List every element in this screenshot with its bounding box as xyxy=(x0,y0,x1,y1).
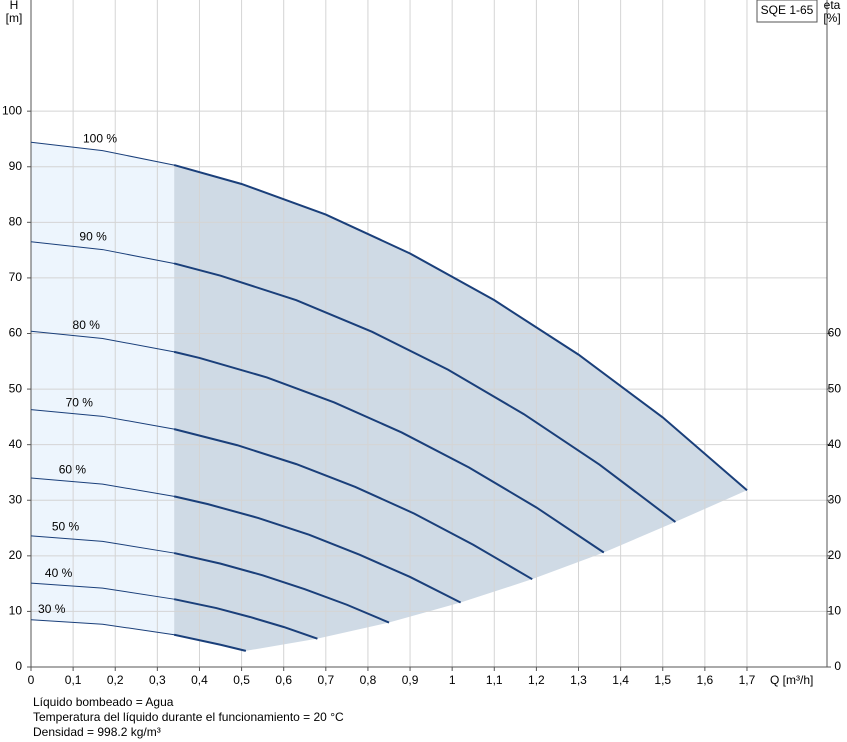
y2-axis-label: eta xyxy=(824,0,841,12)
x-tick-label: 0 xyxy=(28,673,35,687)
x-tick-label: 0,7 xyxy=(317,673,334,687)
y-tick-label: 20 xyxy=(9,548,23,562)
x-tick-label: 1,2 xyxy=(528,673,545,687)
y2-tick-label: 0 xyxy=(834,659,841,673)
x-tick-label: 0,6 xyxy=(275,673,292,687)
light-region xyxy=(31,142,175,635)
x-tick-label: 1,6 xyxy=(697,673,714,687)
x-tick-label: 0,1 xyxy=(65,673,82,687)
x-tick-label: 0,4 xyxy=(191,673,208,687)
y2-tick-label: 20 xyxy=(828,548,842,562)
pump-curve-emphasis xyxy=(173,633,247,652)
curve-label: 60 % xyxy=(59,463,87,477)
y2-tick-label: 10 xyxy=(828,604,842,618)
x-tick-label: 0,8 xyxy=(360,673,377,687)
y-axis-unit: [m] xyxy=(6,11,23,25)
plot-area: 0 0,1 0,2 0,3 0,4 0,5 0,6 0,7 0,8 0,9 1 1,1 1,2 1,3 1,… xyxy=(2,0,841,687)
pump-curve-emphasis xyxy=(173,350,605,554)
curve-label: 80 % xyxy=(73,318,101,332)
pump-curve-emphasis xyxy=(173,552,390,624)
x-tick-label: 1,4 xyxy=(612,673,629,687)
y-tick-label: 60 xyxy=(9,326,23,340)
legend-box xyxy=(756,0,818,23)
y2-tick-label: 30 xyxy=(828,492,842,506)
y-tick-label: 70 xyxy=(9,270,23,284)
x-tick-label: 1,5 xyxy=(654,673,671,687)
y-tick-label: 80 xyxy=(9,215,23,229)
pump-curve-emphasis xyxy=(173,495,462,604)
note: Temperatura del líquido durante el funci… xyxy=(33,710,344,724)
y2-tick-label: 50 xyxy=(828,381,842,395)
x-axis-label: Q [m³/h] xyxy=(770,673,813,687)
y-tick-label: 40 xyxy=(9,437,23,451)
pump-curve-emphasis xyxy=(173,598,318,640)
x-tick-label: 1,7 xyxy=(739,673,756,687)
y-tick-label: 30 xyxy=(9,492,23,506)
x-tick-label: 1 xyxy=(449,673,456,687)
curve-label: 40 % xyxy=(45,566,73,580)
y-tick-label: 10 xyxy=(9,604,23,618)
x-tick-label: 0,9 xyxy=(402,673,419,687)
x-tick-label: 0,5 xyxy=(233,673,250,687)
y-tick-label: 90 xyxy=(9,159,23,173)
y-tick-label: 100 xyxy=(2,103,22,117)
note: Densidad = 998.2 kg/m³ xyxy=(33,725,161,739)
curve-label: 30 % xyxy=(38,602,66,616)
curve-label: 90 % xyxy=(79,230,107,244)
note: Líquido bombeado = Agua xyxy=(33,695,174,709)
curve-label: 50 % xyxy=(52,520,80,534)
pump-curve-emphasis xyxy=(173,164,748,492)
curve-label: 70 % xyxy=(66,395,94,409)
x-tick-label: 1,3 xyxy=(570,673,587,687)
y2-tick-label: 60 xyxy=(828,326,842,340)
curve-label: 100 % xyxy=(83,132,117,146)
chart-title: SQE 1-65 xyxy=(761,3,814,17)
x-tick-label: 0,3 xyxy=(149,673,166,687)
y2-tick-label: 40 xyxy=(828,437,842,451)
x-tick-label: 1,1 xyxy=(486,673,503,687)
x-tick-label: 0,2 xyxy=(107,673,124,687)
y-tick-label: 50 xyxy=(9,381,23,395)
pump-curve-emphasis xyxy=(173,428,533,581)
y-axis-label: H xyxy=(10,0,19,12)
pump-curve-emphasis xyxy=(173,262,676,523)
y-tick-label: 0 xyxy=(15,659,22,673)
y2-axis-unit: [%] xyxy=(823,11,840,25)
operating-region xyxy=(174,165,747,651)
